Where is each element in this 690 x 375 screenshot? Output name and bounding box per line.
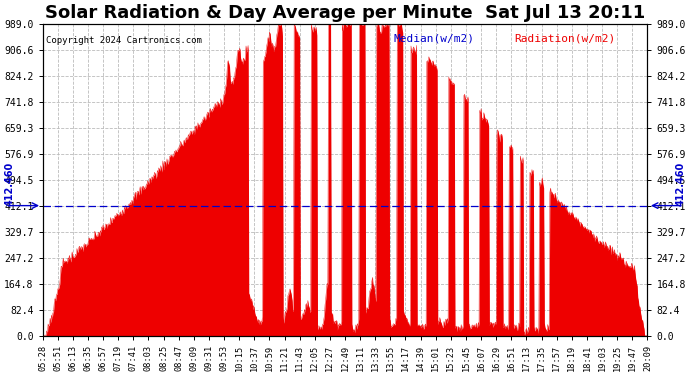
Text: 412.460: 412.460 [4,161,14,206]
Text: Radiation(w/m2): Radiation(w/m2) [514,33,615,43]
Title: Solar Radiation & Day Average per Minute  Sat Jul 13 20:11: Solar Radiation & Day Average per Minute… [45,4,645,22]
Text: 412.460: 412.460 [676,161,686,206]
Text: Median(w/m2): Median(w/m2) [393,33,475,43]
Text: Copyright 2024 Cartronics.com: Copyright 2024 Cartronics.com [46,36,201,45]
